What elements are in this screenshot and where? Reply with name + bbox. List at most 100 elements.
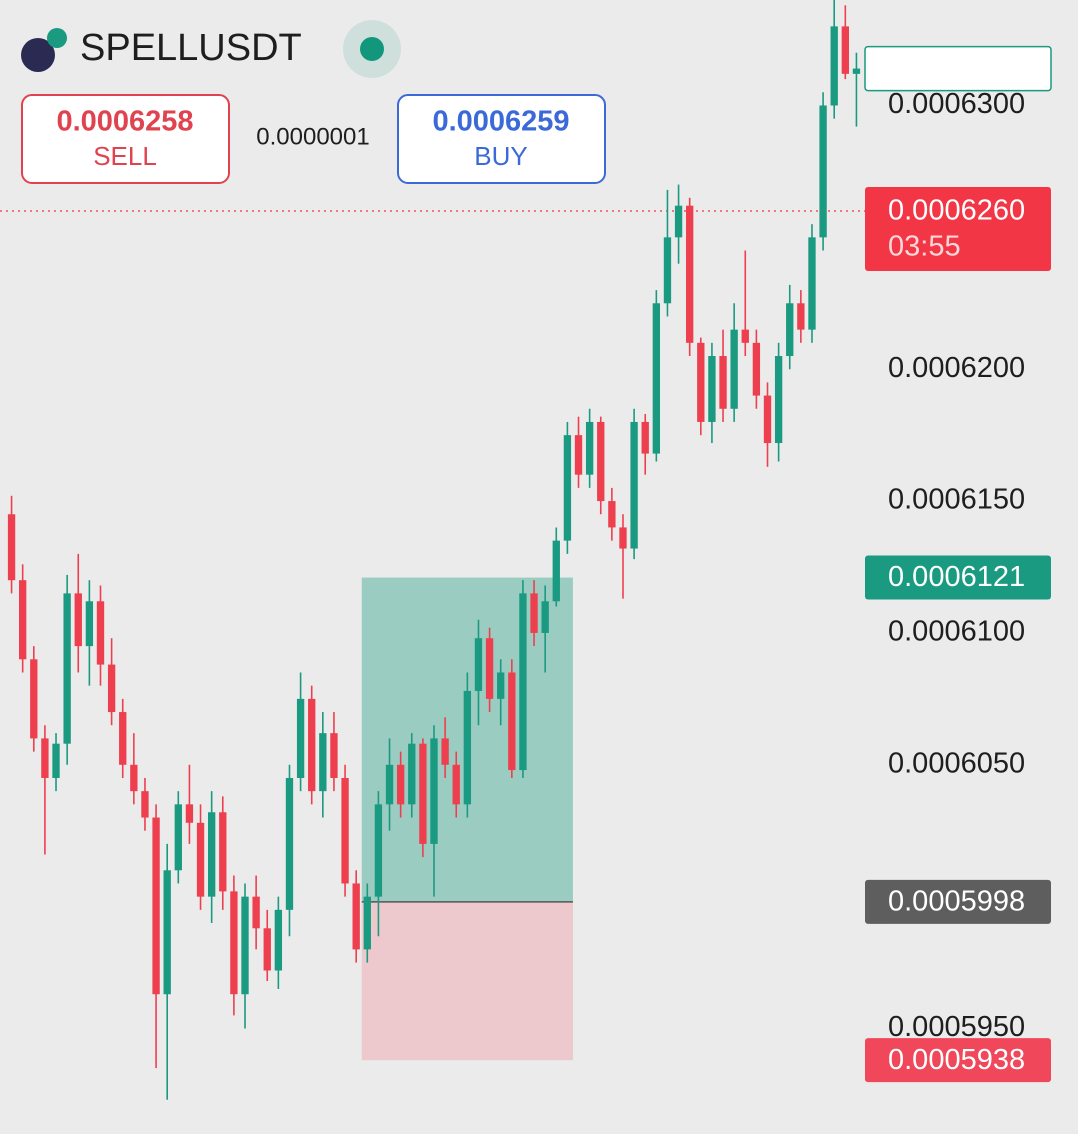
symbol-logo-badge [47,28,67,48]
candle-body [574,435,583,475]
candle-body [330,733,338,778]
high-tag-label: 0.0006314 [888,52,1025,84]
countdown: 03:55 [888,231,961,263]
sell-price: 0.0006258 [56,106,193,138]
candle-body [674,205,683,238]
candle-body [141,791,149,818]
candle-body [519,593,527,771]
candle-body [663,237,672,304]
candle-body [641,421,649,454]
candle-body [430,738,438,844]
position-loss-zone [361,901,573,1061]
candle-body [85,601,94,647]
candle-body [763,395,772,444]
candle-body [285,777,294,910]
target-tag-box [865,555,1051,600]
candle-body [652,303,661,454]
candle-body [608,501,616,528]
header: SPELLUSDT 0.0006258 SELL 0.0000001 0.000… [21,20,606,184]
candle-body [597,421,605,502]
candle-body [207,812,216,897]
candle-body [7,514,16,581]
high-tag-box [864,45,1052,92]
candle-body [107,664,116,713]
candle-body [163,870,171,995]
candle-body [96,601,105,665]
stop-tag-box [865,1038,1051,1083]
candle-body [619,527,627,549]
y-tick-label: 0.0006150 [888,484,1025,516]
status-dot[interactable] [360,37,384,61]
candle-body [230,891,238,995]
candle-body [630,421,638,549]
candle-body [452,764,460,805]
candle-body [319,733,327,792]
candle-body [274,909,283,971]
buy-price: 0.0006259 [432,106,569,138]
candle-body [119,712,127,765]
candle-body [797,303,805,330]
candle-body [396,764,405,805]
candle-body [485,638,494,699]
candle-body [263,928,271,971]
candle-body [730,329,738,409]
candle-body [697,342,705,422]
candle-body [774,356,783,444]
candle-body [174,804,182,871]
candle-body [241,896,249,995]
candle-body [152,817,160,995]
y-tick-label: 0.0006300 [888,88,1025,120]
candle-body [374,804,383,897]
candle-body [741,329,749,343]
candle-body [74,593,82,647]
last-price-label: 0.0006260 [888,195,1025,227]
symbol-logo [21,38,55,72]
candle-body [686,205,694,343]
sell-button[interactable] [21,94,230,184]
candle-body [252,896,260,929]
candle-body [508,672,516,771]
last-price-box [865,186,1051,271]
y-tick-label: 0.0006050 [888,747,1025,779]
symbol: SPELLUSDT [80,27,302,69]
candle-body [385,764,394,805]
candle-body [352,883,360,950]
candle-body [852,68,861,74]
candle-body [463,690,472,805]
candle-body [419,743,427,844]
candle-body [363,896,371,950]
candle-body [341,777,349,884]
candle-body [719,356,727,409]
candle-body [541,601,549,633]
candle-body [296,698,305,778]
candle-body [408,743,416,805]
entry-tag-box [865,879,1051,924]
candle-body [786,303,794,357]
candle-body [819,105,827,238]
sell-label: SELL [93,141,157,171]
entry-tag-label: 0.0005998 [888,886,1025,918]
candle-body [708,356,716,422]
candle-body [563,435,572,541]
candle-body [19,580,27,660]
candle-body [474,638,483,691]
candle-body [830,26,838,106]
buy-button[interactable] [397,94,606,184]
candle-body [497,672,505,699]
candle-body [441,738,449,765]
target-tag-label: 0.0006121 [888,561,1025,593]
buy-label: BUY [474,141,527,171]
candle-body [52,743,60,778]
y-tick-label: 0.0006200 [888,352,1025,384]
candle-body [308,698,316,792]
candle-body [808,237,816,330]
y-tick-label: 0.0005950 [888,1011,1025,1043]
candle-body [219,812,227,892]
candle-body [196,822,205,897]
candle-body [185,804,194,823]
candle-body [752,342,761,396]
candle-body [530,593,538,633]
spread: 0.0000001 [256,123,369,150]
